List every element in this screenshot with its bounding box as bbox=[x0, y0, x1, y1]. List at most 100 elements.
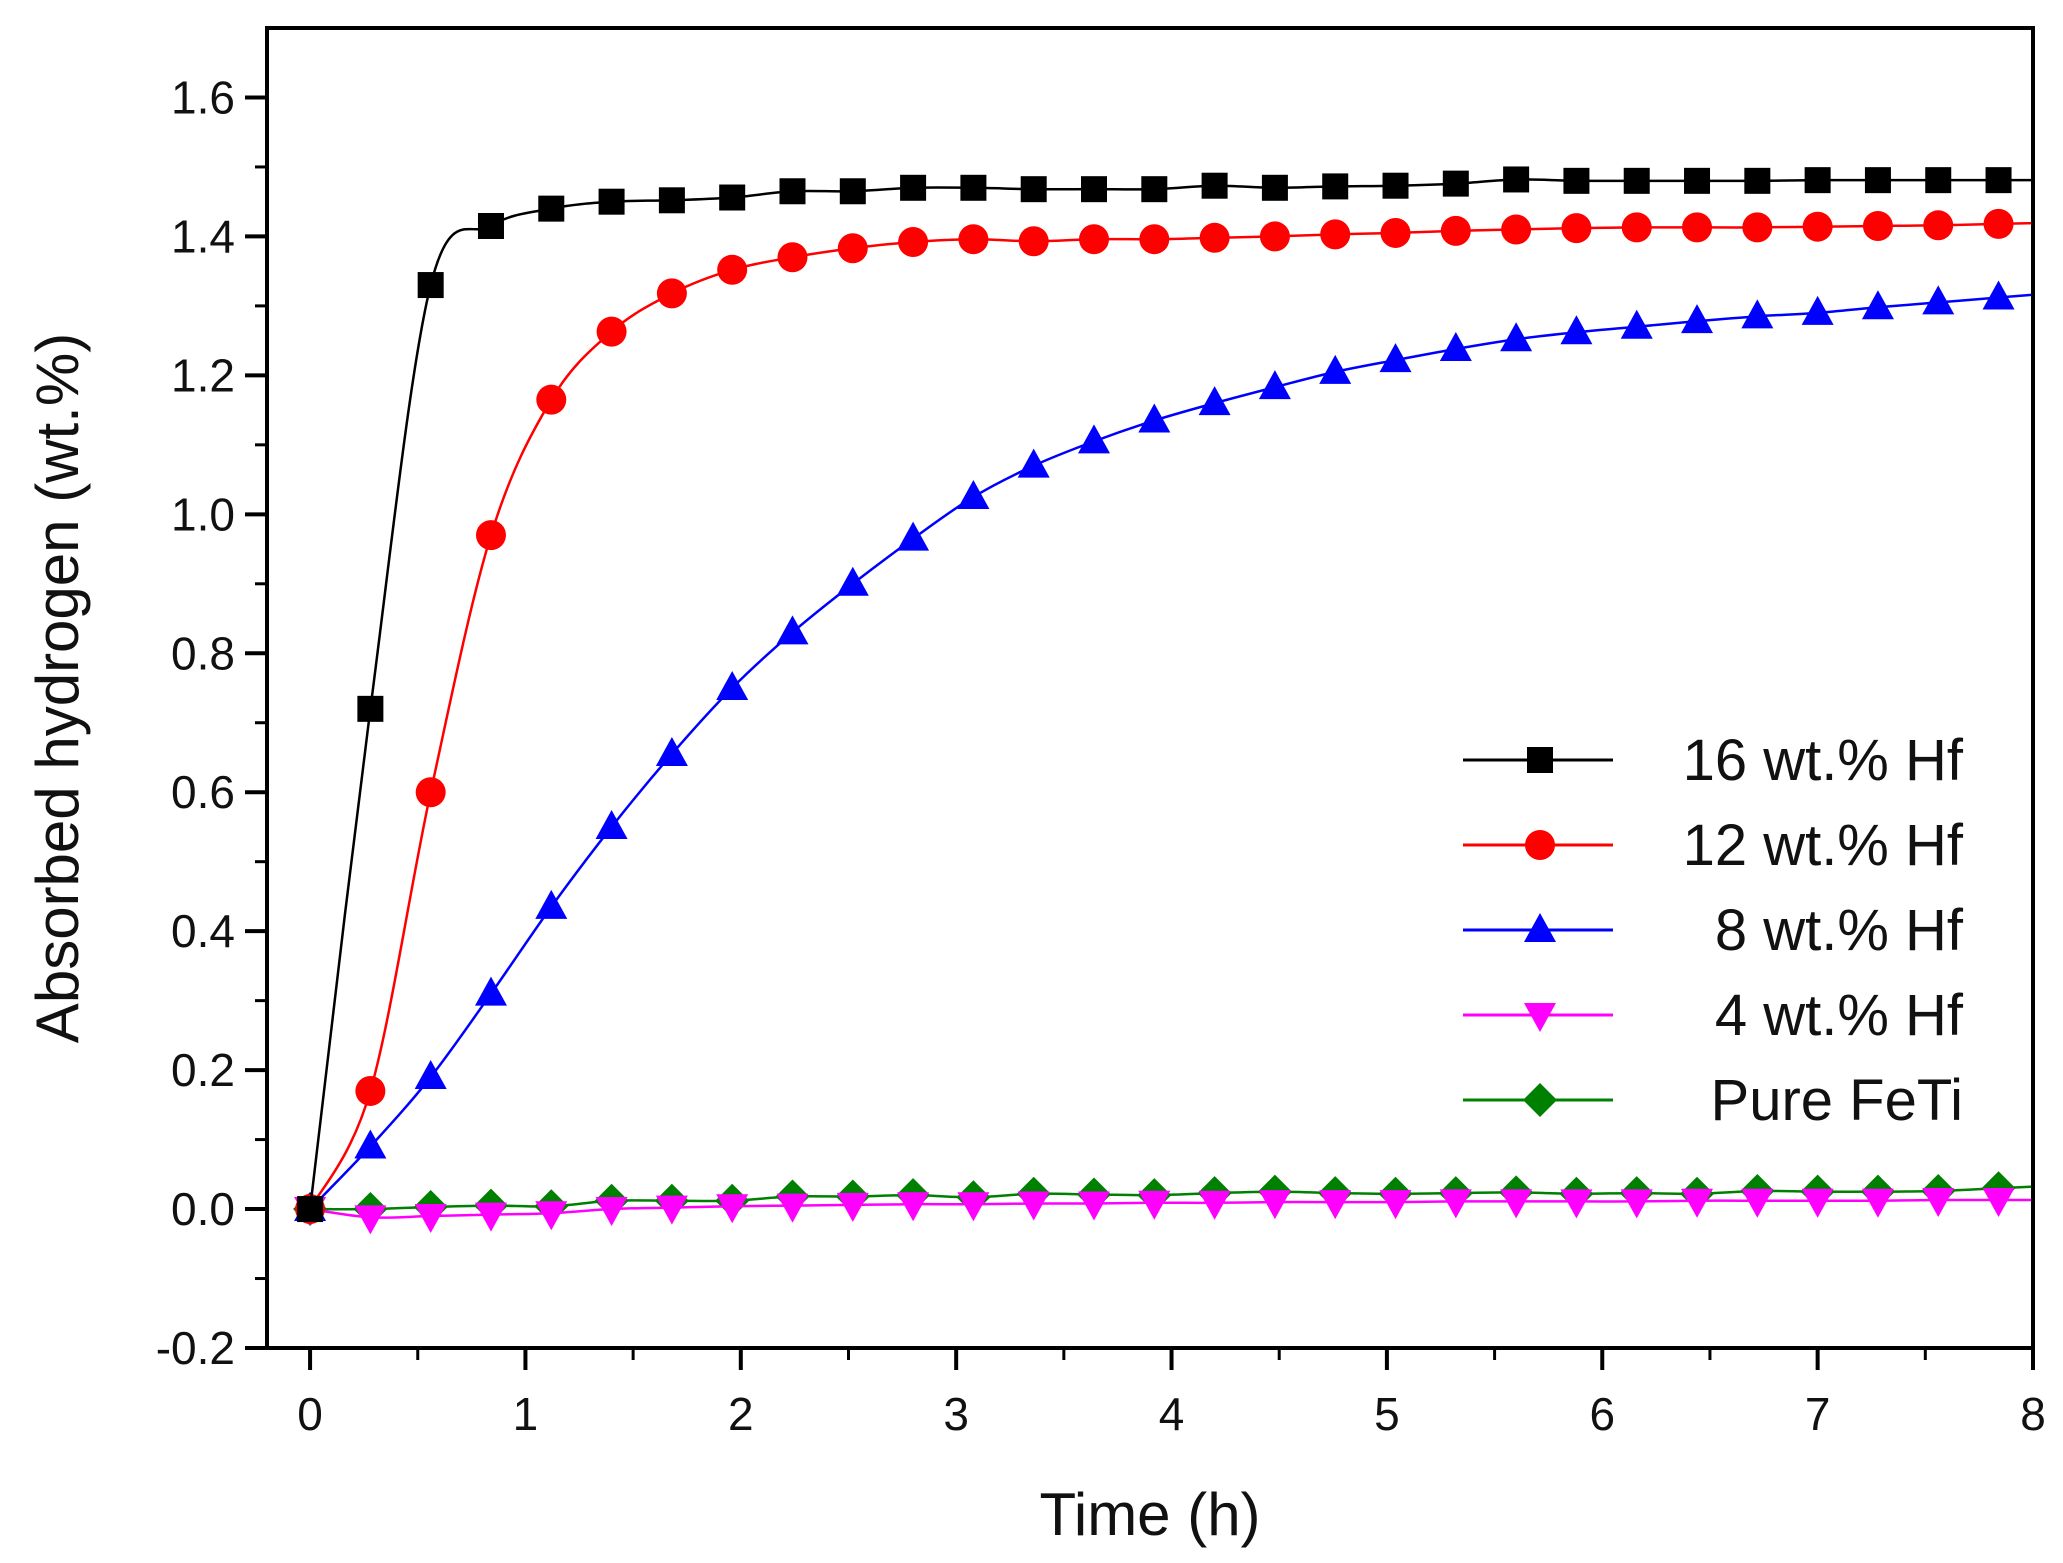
data-point bbox=[837, 233, 868, 264]
data-point bbox=[1322, 173, 1349, 200]
data-point bbox=[1379, 343, 1412, 373]
y-axis-title: Absorbed hydrogen (wt.%) bbox=[24, 333, 91, 1043]
y-tick-label: 1.6 bbox=[171, 71, 235, 123]
data-point bbox=[1079, 224, 1110, 255]
data-point bbox=[477, 213, 504, 239]
legend-label: 16 wt.% Hf bbox=[1683, 728, 1964, 793]
x-tick-label: 4 bbox=[1159, 1388, 1185, 1440]
data-point bbox=[1442, 170, 1469, 197]
data-point bbox=[1258, 370, 1291, 400]
data-point bbox=[1503, 166, 1530, 193]
data-point bbox=[415, 777, 446, 808]
data-point bbox=[1681, 1188, 1714, 1218]
x-tick-label: 7 bbox=[1805, 1388, 1831, 1440]
data-point bbox=[595, 809, 628, 839]
data-point bbox=[716, 671, 749, 700]
data-point bbox=[958, 224, 989, 255]
data-point bbox=[656, 278, 687, 309]
legend-item: 12 wt.% Hf bbox=[1463, 813, 1964, 878]
data-point bbox=[474, 976, 507, 1006]
data-point bbox=[1684, 167, 1711, 194]
data-point bbox=[1319, 1190, 1352, 1220]
series-line bbox=[310, 1185, 2034, 1211]
data-point bbox=[474, 1202, 507, 1232]
data-point bbox=[839, 178, 866, 205]
data-point bbox=[1983, 208, 2014, 239]
data-point bbox=[414, 1060, 447, 1090]
series-16-wt-hf bbox=[297, 166, 2033, 1223]
data-point bbox=[1560, 1189, 1593, 1219]
legend-marker bbox=[1524, 1003, 1556, 1032]
legend-marker bbox=[1523, 1083, 1557, 1117]
data-point bbox=[1620, 1189, 1653, 1219]
data-point bbox=[417, 272, 444, 299]
data-point bbox=[1982, 1188, 2015, 1218]
data-point bbox=[1500, 322, 1533, 352]
legend-item: 8 wt.% Hf bbox=[1463, 898, 1964, 963]
data-point bbox=[1563, 167, 1590, 194]
data-point bbox=[536, 384, 567, 415]
data-point bbox=[655, 1195, 688, 1225]
data-point bbox=[1681, 304, 1714, 334]
data-point bbox=[1439, 1189, 1472, 1219]
data-point bbox=[1320, 219, 1351, 250]
y-tick-label: 1.4 bbox=[171, 210, 235, 262]
data-point bbox=[354, 1129, 387, 1159]
data-point bbox=[1259, 221, 1290, 252]
data-point bbox=[1861, 1188, 1894, 1218]
series-8-wt-hf bbox=[294, 280, 2034, 1222]
data-point bbox=[1500, 1189, 1533, 1219]
data-point bbox=[1141, 176, 1168, 203]
data-point bbox=[595, 1197, 628, 1227]
legend-label: 4 wt.% Hf bbox=[1715, 983, 1964, 1048]
data-point bbox=[898, 226, 929, 257]
data-point bbox=[1138, 403, 1171, 433]
series-line bbox=[308, 178, 2033, 1210]
x-axis-title: Time (h) bbox=[1039, 1481, 1260, 1548]
y-tick-label: 0.2 bbox=[171, 1044, 235, 1096]
data-point bbox=[1261, 174, 1288, 201]
data-point bbox=[475, 520, 506, 551]
data-point bbox=[1862, 211, 1893, 241]
data-point bbox=[1020, 176, 1047, 203]
data-point bbox=[1741, 299, 1774, 329]
data-point bbox=[1382, 172, 1409, 199]
y-tick-label: 0.8 bbox=[171, 627, 235, 679]
x-tick-label: 3 bbox=[943, 1388, 969, 1440]
data-point bbox=[1439, 331, 1472, 361]
data-point bbox=[1201, 172, 1228, 199]
data-point bbox=[1199, 222, 1230, 253]
data-point bbox=[1078, 1191, 1111, 1221]
data-point bbox=[1258, 1190, 1291, 1220]
data-point bbox=[776, 615, 809, 645]
series-line bbox=[308, 221, 2034, 1210]
plot-frame bbox=[265, 26, 2035, 1350]
data-point bbox=[779, 178, 806, 205]
data-point bbox=[1982, 280, 2015, 310]
data-point bbox=[1018, 226, 1049, 257]
x-tick-label: 5 bbox=[1374, 1388, 1400, 1440]
legend-item: 4 wt.% Hf bbox=[1463, 983, 1964, 1048]
data-point bbox=[1925, 167, 1952, 194]
data-point bbox=[1804, 167, 1831, 194]
data-point bbox=[655, 737, 688, 766]
y-tick-label: 0.6 bbox=[171, 766, 235, 818]
data-point bbox=[355, 1075, 386, 1106]
data-point bbox=[719, 184, 746, 211]
data-point bbox=[414, 1204, 447, 1233]
data-point bbox=[1861, 290, 1894, 320]
y-tick-label: 0.0 bbox=[171, 1183, 235, 1235]
data-point bbox=[900, 174, 927, 201]
data-point bbox=[357, 695, 384, 722]
series-line bbox=[309, 1198, 2033, 1219]
data-point bbox=[1985, 167, 2012, 194]
axes-layer: 0 1 2 3 4 5 6 7 8 -0.2 0.0 0.2 0.4 0.6 0.8 1.0 1.2 1.4 1.6 bbox=[156, 71, 2046, 1440]
data-point bbox=[1017, 448, 1050, 478]
data-point bbox=[1560, 315, 1593, 345]
legend-label: 12 wt.% Hf bbox=[1683, 813, 1964, 878]
data-point bbox=[1923, 210, 1954, 241]
data-point bbox=[1922, 285, 1955, 315]
y-tick-label: 1.2 bbox=[171, 349, 235, 401]
data-point bbox=[717, 254, 748, 285]
